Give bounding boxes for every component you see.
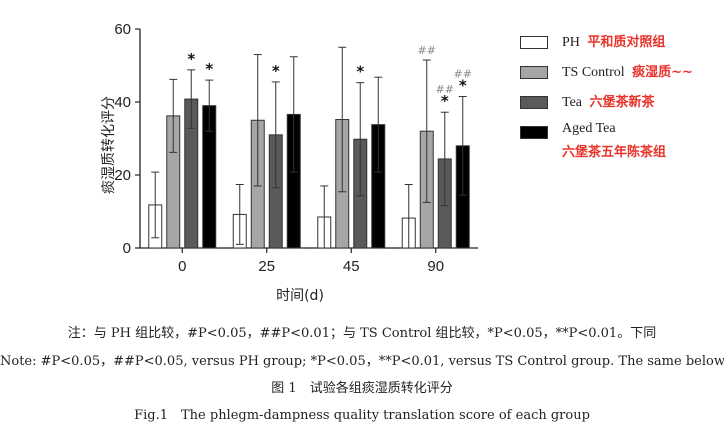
y-axis-title: 痰湿质转化评分 bbox=[101, 96, 117, 194]
legend-label-ph-cn: 平和质对照组 bbox=[587, 35, 666, 50]
significance-star-mark: * bbox=[356, 63, 364, 81]
significance-star-mark: * bbox=[272, 62, 280, 80]
significance-star-mark: * bbox=[441, 92, 449, 110]
legend-item-tea: Tea 六堡茶新茶 bbox=[520, 90, 720, 120]
note-english: Note: #P<0.05，##P<0.05, versus PH group;… bbox=[0, 354, 724, 369]
x-axis-title: 时间(d) bbox=[276, 288, 324, 304]
x-tick-label: 45 bbox=[343, 258, 360, 275]
legend-label-aged-tea-cn: 六堡茶五年陈茶组 bbox=[562, 145, 667, 160]
legend-swatch-tea bbox=[520, 96, 548, 109]
legend-label-aged-tea: Aged Tea bbox=[562, 121, 616, 136]
legend-label-ph: PH bbox=[562, 35, 580, 50]
legend: PH 平和质对照组 TS Control 痰湿质~~ Tea 六堡茶新茶 Age… bbox=[520, 30, 720, 164]
figure-caption-english: Fig.1 The phlegm-dampness quality transl… bbox=[134, 408, 590, 423]
legend-label-ts-control: TS Control bbox=[562, 65, 625, 80]
significance-hash-mark: ## bbox=[454, 68, 472, 81]
legend-label-tea-cn: 六堡茶新茶 bbox=[589, 95, 655, 110]
significance-hash-mark: ## bbox=[418, 44, 436, 57]
note-chinese: 注：与 PH 组比较，#P<0.05，##P<0.01；与 TS Control… bbox=[67, 326, 657, 341]
x-tick-label: 0 bbox=[178, 258, 186, 275]
legend-item-ts-control: TS Control 痰湿质~~ bbox=[520, 60, 720, 90]
significance-star-mark: * bbox=[187, 50, 195, 68]
significance-star-mark: * bbox=[459, 77, 467, 95]
figure-caption-chinese: 图 1 试验各组痰湿质转化评分 bbox=[271, 381, 453, 396]
y-tick-label: 40 bbox=[114, 94, 131, 111]
x-tick-label: 25 bbox=[258, 258, 275, 275]
y-tick-label: 0 bbox=[123, 240, 131, 257]
legend-swatch-ph bbox=[520, 36, 548, 49]
legend-item-aged-tea: Aged Tea 六堡茶五年陈茶组 bbox=[520, 120, 720, 164]
legend-label-tea: Tea bbox=[562, 95, 583, 110]
legend-item-ph: PH 平和质对照组 bbox=[520, 30, 720, 60]
significance-hash-mark: ## bbox=[436, 83, 454, 96]
y-tick-label: 20 bbox=[114, 167, 131, 184]
legend-swatch-ts-control bbox=[520, 66, 548, 79]
y-tick-label: 60 bbox=[114, 21, 131, 38]
significance-star-mark: * bbox=[205, 60, 213, 78]
legend-swatch-aged-tea bbox=[520, 126, 548, 139]
x-tick-label: 90 bbox=[427, 258, 444, 275]
legend-label-ts-control-cn: 痰湿质~~ bbox=[632, 65, 693, 80]
